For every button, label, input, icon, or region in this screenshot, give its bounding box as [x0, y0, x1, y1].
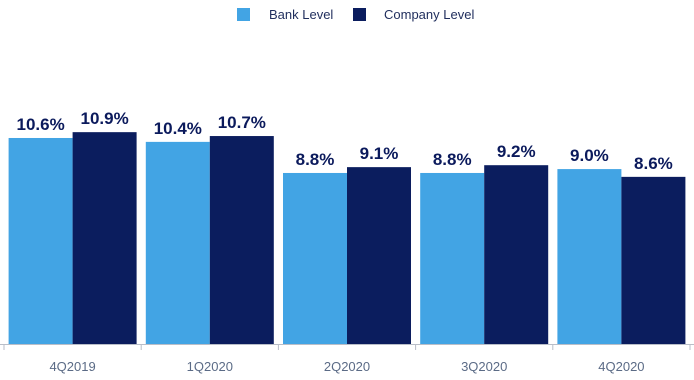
data-label-bank-level-3q2020: 8.8% [433, 150, 472, 169]
bar-company-level-1q2020 [209, 136, 274, 344]
legend-swatch-bank-level [237, 8, 250, 21]
data-label-bank-level-4q2020: 9.0% [570, 146, 609, 165]
x-tick-label-2q2020: 2Q2020 [324, 359, 370, 374]
bar-group [8, 132, 686, 344]
bar-bank-level-2q2020 [283, 172, 347, 344]
x-tick-label-4q2020: 4Q2020 [598, 359, 644, 374]
legend-label-company-level: Company Level [384, 7, 474, 22]
data-label-bank-level-1q2020: 10.4% [154, 119, 202, 138]
data-label-company-level-4q2020: 8.6% [634, 154, 673, 173]
bar-company-level-4q2019 [72, 132, 137, 344]
data-label-bank-level-4q2019: 10.6% [16, 115, 64, 134]
legend-swatch-company-level [353, 8, 366, 21]
x-tick-label-1q2020: 1Q2020 [187, 359, 233, 374]
bar-company-level-3q2020 [484, 165, 549, 344]
chart-legend: Bank Level Company Level [237, 7, 474, 22]
legend-label-bank-level: Bank Level [269, 7, 333, 22]
data-label-company-level-2q2020: 9.1% [360, 144, 399, 163]
x-tick-label-4q2019: 4Q2019 [49, 359, 95, 374]
data-label-company-level-3q2020: 9.2% [497, 142, 536, 161]
x-axis-tick-labels: 4Q2019 1Q2020 2Q2020 3Q2020 4Q2020 [3, 344, 691, 374]
data-label-bank-level-2q2020: 8.8% [296, 150, 335, 169]
bar-bank-level-4q2020 [557, 169, 622, 344]
bar-company-level-2q2020 [347, 167, 411, 344]
data-label-company-level-1q2020: 10.7% [218, 113, 266, 132]
bar-bank-level-4q2019 [8, 137, 73, 344]
bar-bank-level-1q2020 [145, 141, 210, 344]
data-label-group: 10.6% 10.9% 10.4% 10.7% 8.8% 9.1% 8.8% 9.2% 9.0%… [16, 109, 672, 173]
data-label-company-level-4q2019: 10.9% [80, 109, 128, 128]
bar-bank-level-3q2020 [420, 172, 485, 344]
bar-company-level-4q2020 [621, 176, 686, 344]
x-tick-label-3q2020: 3Q2020 [461, 359, 507, 374]
